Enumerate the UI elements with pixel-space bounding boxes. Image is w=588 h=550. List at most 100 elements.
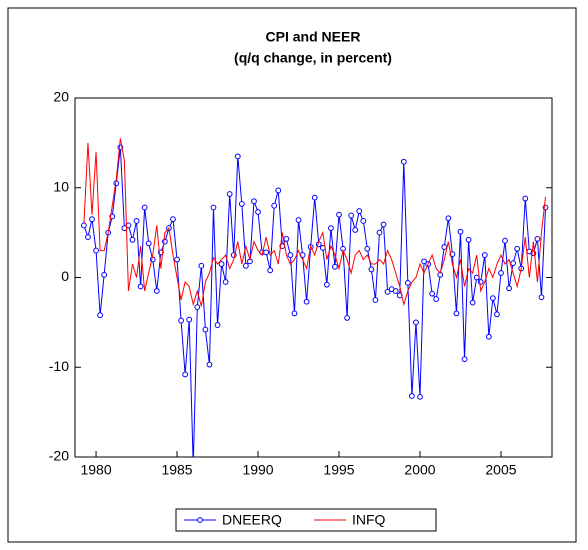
data-point: [356, 208, 363, 214]
x-tick-label: 2005: [485, 462, 516, 478]
data-point: [283, 236, 290, 242]
data-point: [453, 310, 460, 317]
data-point: [461, 356, 468, 363]
data-point: [408, 393, 415, 399]
data-point: [153, 288, 160, 294]
data-point: [376, 229, 383, 236]
data-point: [137, 283, 144, 290]
data-point: [384, 288, 391, 295]
data-point: [429, 290, 436, 297]
data-point: [89, 216, 95, 223]
data-point: [287, 252, 294, 258]
y-tick-label: 0: [61, 268, 69, 284]
legend-marker: [197, 517, 203, 523]
data-point: [380, 221, 387, 228]
data-point: [368, 266, 375, 273]
plot-series: [81, 138, 549, 457]
data-point: [441, 244, 448, 250]
data-point: [194, 304, 201, 311]
y-tick-label: 20: [53, 89, 69, 105]
data-point: [485, 333, 492, 340]
data-point: [344, 314, 351, 321]
data-point: [141, 204, 148, 211]
data-point: [538, 294, 545, 301]
data-point: [506, 285, 512, 292]
data-point: [218, 261, 225, 267]
data-point: [238, 201, 245, 207]
data-point: [510, 260, 517, 267]
data-point: [465, 236, 472, 243]
data-point: [275, 187, 282, 194]
data-point: [291, 310, 298, 317]
data-point: [85, 234, 91, 241]
data-point: [129, 236, 136, 243]
data-point: [433, 296, 440, 302]
data-point: [97, 312, 104, 319]
data-point: [404, 279, 411, 286]
x-tick-label: 2000: [404, 462, 435, 478]
data-point: [413, 319, 419, 326]
data-point: [498, 270, 504, 276]
data-point: [234, 153, 241, 160]
data-point: [198, 262, 205, 269]
data-point: [186, 316, 193, 323]
data-point: [364, 245, 371, 252]
x-tick-label: 1995: [323, 462, 354, 478]
data-point: [133, 218, 140, 224]
data-point: [522, 195, 529, 202]
data-point: [222, 279, 229, 285]
data-point: [421, 258, 427, 265]
data-point: [214, 322, 221, 328]
data-point: [372, 297, 379, 303]
data-point: [489, 295, 496, 302]
data-point: [226, 191, 233, 197]
data-point: [481, 252, 488, 258]
data-point: [145, 240, 152, 247]
y-tick-label: 10: [53, 178, 69, 194]
data-point: [303, 298, 310, 305]
data-point: [494, 311, 500, 318]
y-tick-label: -20: [49, 448, 69, 464]
x-tick-label: 1990: [242, 462, 273, 478]
data-point: [360, 218, 367, 224]
data-point: [469, 299, 476, 306]
data-point: [417, 393, 423, 400]
data-point: [178, 317, 184, 324]
data-point: [311, 194, 318, 201]
data-point: [473, 274, 480, 281]
x-tick-label: 1980: [80, 462, 111, 478]
legend: DNEERQ INFQ: [175, 508, 437, 532]
data-point: [170, 216, 176, 223]
chart-subtitle: (q/q change, in percent): [234, 50, 392, 66]
data-point: [182, 371, 189, 378]
legend-label: INFQ: [352, 512, 386, 528]
data-point: [251, 198, 257, 205]
data-point: [534, 236, 541, 242]
data-point: [267, 267, 274, 274]
legend-label: DNEERQ: [222, 512, 282, 528]
data-point: [206, 361, 213, 368]
data-point: [271, 202, 278, 209]
data-point: [392, 288, 399, 294]
data-point: [348, 212, 355, 219]
data-point: [210, 204, 217, 211]
data-point: [332, 263, 338, 270]
data-point: [101, 271, 108, 278]
data-point: [445, 215, 452, 222]
y-tick-label: -10: [49, 358, 69, 374]
series-line: [83, 138, 547, 307]
data-point: [323, 281, 330, 288]
data-point: [202, 326, 209, 333]
data-point: [328, 225, 334, 232]
data-point: [255, 209, 261, 215]
legend-box: [175, 508, 437, 532]
data-point: [352, 227, 359, 233]
data-point: [174, 256, 180, 263]
data-point: [502, 237, 508, 244]
data-point: [514, 245, 521, 252]
data-point: [295, 217, 302, 223]
chart-title: CPI and NEER: [266, 29, 361, 45]
data-point: [93, 247, 99, 254]
data-point: [457, 228, 464, 235]
